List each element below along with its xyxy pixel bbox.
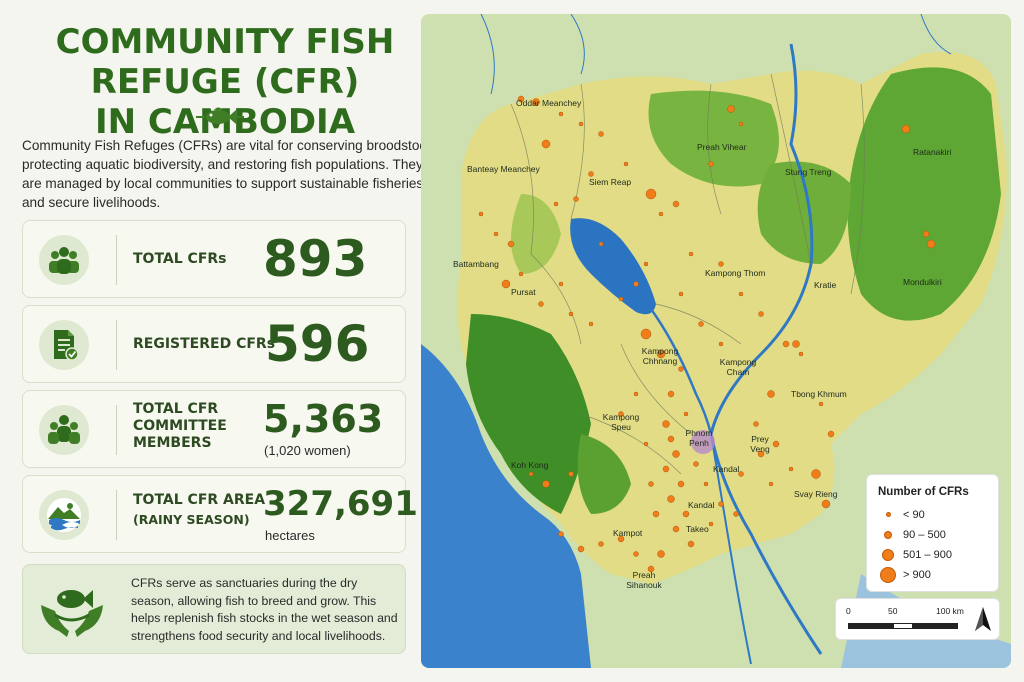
total-cfrs-card: TOTAL CFRs 893 xyxy=(22,220,406,298)
province-label: Tbong Khmum xyxy=(791,389,847,399)
province-label: Preah Sihanouk xyxy=(626,570,662,590)
province-label: Kampong Speu xyxy=(602,412,640,432)
scale-tick-100: 100 km xyxy=(936,606,964,616)
committee-members-label: TOTAL CFR COMMITTEE MEMBERS xyxy=(133,401,227,451)
sanctuary-note: CFRs serve as sanctuaries during the dry… xyxy=(22,564,406,654)
document-check-icon xyxy=(39,320,89,370)
legend-item: 501 – 900 xyxy=(879,547,994,565)
sanctuary-note-text: CFRs serve as sanctuaries during the dry… xyxy=(131,576,398,643)
cfr-area-label: TOTAL CFR AREA (RAINY SEASON) xyxy=(133,492,266,527)
committee-members-card: TOTAL CFR COMMITTEE MEMBERS 5,363 (1,020… xyxy=(22,390,406,468)
committee-icon xyxy=(39,405,89,455)
divider xyxy=(116,490,117,540)
legend-dot xyxy=(882,549,894,561)
province-label: Pursat xyxy=(511,287,536,297)
province-label: Kandal xyxy=(688,500,715,510)
province-label: Svay Rieng xyxy=(794,489,838,499)
fish-icon xyxy=(196,107,244,124)
page-title: COMMUNITY FISH REFUGE (CFR) IN CAMBODIA xyxy=(10,22,440,142)
registered-cfrs-value: 596 xyxy=(265,315,370,373)
registered-cfrs-label: REGISTERED CFRs xyxy=(133,336,276,352)
legend-item: 90 – 500 xyxy=(879,527,994,545)
province-label: Phnom Penh xyxy=(685,428,713,448)
province-label: Kandal xyxy=(713,464,740,474)
women-count: (1,020 women) xyxy=(264,443,351,458)
province-label: Siem Reap xyxy=(589,177,632,187)
area-unit: hectares xyxy=(265,528,315,543)
scale-tick-50: 50 xyxy=(888,606,898,616)
province-label: Prey Veng xyxy=(750,434,770,454)
landscape-water-icon xyxy=(39,490,89,540)
legend-item: > 900 xyxy=(879,567,994,585)
total-cfrs-label: TOTAL CFRs xyxy=(133,251,227,267)
scale-bar-graphic xyxy=(848,623,958,629)
legend-dot xyxy=(886,512,891,517)
info-panel: COMMUNITY FISH REFUGE (CFR) IN CAMBODIA … xyxy=(0,0,440,682)
committee-members-value: 5,363 xyxy=(263,397,384,441)
divider xyxy=(116,320,117,370)
province-label: Oddar Meanchey xyxy=(516,98,582,108)
legend-title: Number of CFRs xyxy=(878,486,969,498)
divider xyxy=(116,405,117,455)
north-arrow-icon xyxy=(975,607,991,631)
hands-fish-icon xyxy=(41,590,103,637)
map-legend: Number of CFRs < 90 90 – 500 501 – 900 >… xyxy=(866,474,999,592)
province-label: Battambang xyxy=(453,259,499,269)
province-label: Ratanakiri xyxy=(913,147,952,157)
cfr-area-value: 327,691 xyxy=(263,484,418,524)
province-label: Stung Treng xyxy=(785,167,832,177)
province-label: Koh Kong xyxy=(511,460,549,470)
province-label: Kampong Chhnang xyxy=(641,346,679,366)
intro-text: Community Fish Refuges (CFRs) are vital … xyxy=(22,138,437,210)
cambodia-map: Oddar Meanchey Preah Vihear Stung Treng … xyxy=(421,14,1011,668)
people-group-icon xyxy=(39,235,89,285)
registered-cfrs-card: REGISTERED CFRs 596 xyxy=(22,305,406,383)
scale-tick-0: 0 xyxy=(846,606,851,616)
scale-bar: 0 50 100 km xyxy=(835,598,1000,640)
cfr-area-card: TOTAL CFR AREA (RAINY SEASON) 327,691 he… xyxy=(22,475,418,553)
province-label: Kampong Thom xyxy=(705,268,766,278)
province-label: Kampong Cham xyxy=(719,357,757,377)
divider xyxy=(116,235,117,285)
total-cfrs-value: 893 xyxy=(263,230,368,288)
province-label: Mondulkiri xyxy=(903,277,942,287)
province-label: Takeo xyxy=(686,524,709,534)
legend-dot xyxy=(880,567,896,583)
cfr-dots-layer xyxy=(478,95,936,573)
province-label: Preah Vihear xyxy=(697,142,747,152)
province-label: Banteay Meanchey xyxy=(467,164,540,174)
legend-item: < 90 xyxy=(879,507,994,525)
legend-dot xyxy=(884,531,892,539)
province-label: Kampot xyxy=(613,528,643,538)
title-line-1: COMMUNITY FISH REFUGE (CFR) xyxy=(55,22,395,102)
province-label: Kratie xyxy=(814,280,837,290)
